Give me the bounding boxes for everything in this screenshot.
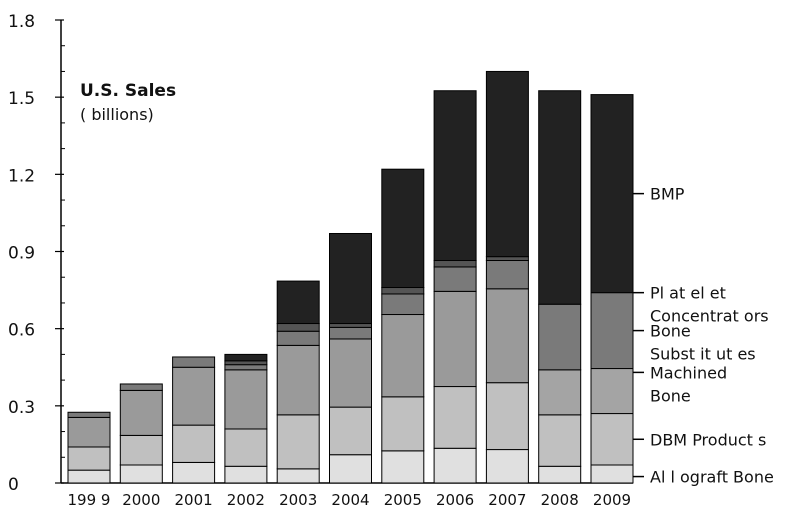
bar-segment bbox=[590, 368, 634, 415]
x-tick-label: 2007 bbox=[488, 491, 526, 509]
bar-segment bbox=[381, 396, 425, 452]
bar-segment bbox=[485, 256, 529, 262]
y-tick-label: 0.6 bbox=[8, 321, 35, 341]
bar-segment bbox=[224, 360, 268, 366]
bar-segment bbox=[485, 260, 529, 290]
bar-segment bbox=[172, 424, 216, 463]
bar-segment bbox=[329, 232, 372, 325]
bar-segment bbox=[538, 369, 582, 416]
bar-segment bbox=[276, 330, 320, 346]
bar-segment bbox=[119, 464, 163, 484]
x-tick-label: 2000 bbox=[122, 491, 160, 509]
legend-label: Machined bbox=[650, 363, 727, 382]
legend-label: Bone bbox=[650, 386, 691, 405]
bar-segment bbox=[119, 389, 163, 436]
bar-segment bbox=[433, 447, 477, 484]
bar-segment bbox=[172, 366, 216, 426]
bar-segment bbox=[538, 90, 582, 305]
y-tick-label: 1.2 bbox=[8, 166, 35, 186]
bar-segment bbox=[381, 450, 425, 484]
y-tick-label: 1.5 bbox=[8, 89, 35, 109]
bar-segment bbox=[276, 280, 320, 325]
bar-segment bbox=[433, 260, 477, 268]
y-tick-label: 1.8 bbox=[8, 12, 35, 32]
chart-subtitle: ( billions) bbox=[80, 105, 154, 124]
bar-segment bbox=[538, 465, 582, 484]
y-tick-label: 0.9 bbox=[8, 244, 35, 264]
bar-segment bbox=[172, 356, 216, 368]
legend-label: Pl at el et bbox=[650, 284, 726, 303]
legend-label: Concentrat ors bbox=[650, 307, 769, 326]
bar-segment bbox=[433, 290, 477, 388]
bar-segment bbox=[329, 338, 372, 408]
bar-segment bbox=[276, 323, 320, 332]
legend-label: BMP bbox=[650, 185, 685, 204]
bar-segment bbox=[590, 94, 634, 294]
bar-segment bbox=[329, 326, 372, 340]
x-tick-label: 2003 bbox=[279, 491, 317, 509]
bars bbox=[67, 70, 634, 484]
bar-segment bbox=[590, 292, 634, 370]
bar-segment bbox=[224, 465, 268, 484]
bar-segment bbox=[67, 411, 111, 418]
bar-segment bbox=[119, 383, 163, 391]
bar-segment bbox=[224, 369, 268, 430]
bar-segment bbox=[381, 168, 425, 289]
bar-segment bbox=[381, 314, 425, 398]
bar-segment bbox=[433, 386, 477, 449]
bar-segment bbox=[485, 70, 529, 258]
bar-segment bbox=[329, 323, 372, 328]
bar-segment bbox=[433, 266, 477, 292]
bar-segment bbox=[329, 454, 372, 484]
legend-label: DBM Product s bbox=[650, 430, 766, 449]
x-tick-label: 2001 bbox=[175, 491, 213, 509]
bar-segment bbox=[485, 449, 529, 484]
bar-segment bbox=[67, 469, 111, 484]
bar-segment bbox=[276, 344, 320, 416]
x-tick-label: 199 9 bbox=[68, 491, 111, 509]
legend-label: Subst it ut es bbox=[650, 345, 756, 364]
x-tick-label: 2004 bbox=[331, 491, 369, 509]
legend-label: Bone bbox=[650, 322, 691, 341]
y-tick-label: 0.3 bbox=[8, 398, 35, 418]
bar-segment bbox=[172, 461, 216, 484]
bar-segment bbox=[433, 90, 477, 262]
x-tick-label: 2008 bbox=[541, 491, 579, 509]
bar-segment bbox=[276, 468, 320, 484]
bar-segment bbox=[224, 364, 268, 371]
bar-segment bbox=[67, 416, 111, 448]
bar-segment bbox=[224, 353, 268, 362]
bar-segment bbox=[381, 293, 425, 316]
bar-segment bbox=[590, 413, 634, 466]
x-tick-label: 2006 bbox=[436, 491, 474, 509]
bar-segment bbox=[67, 446, 111, 471]
bar-segment bbox=[590, 464, 634, 484]
x-tick-label: 2002 bbox=[227, 491, 265, 509]
bar-segment bbox=[224, 428, 268, 467]
bar-segment bbox=[538, 303, 582, 371]
bar-segment bbox=[485, 382, 529, 451]
bar-segment bbox=[538, 414, 582, 467]
bar-segment bbox=[276, 414, 320, 470]
axes: 0 0.3 0.6 0.9 1.2 1.5 1.8 199 9 2000 2001 2002 2003… bbox=[8, 12, 633, 509]
bar-segment bbox=[329, 406, 372, 456]
legend-label: Al l ograft Bone bbox=[650, 468, 774, 487]
x-tick-label: 2005 bbox=[384, 491, 422, 509]
y-tick-label: 0 bbox=[8, 475, 19, 495]
x-tick-label: 2009 bbox=[593, 491, 631, 509]
bar-segment bbox=[119, 434, 163, 466]
bar-segment bbox=[485, 288, 529, 384]
chart-title: U.S. Sales bbox=[80, 81, 176, 101]
bar-segment bbox=[381, 287, 425, 295]
